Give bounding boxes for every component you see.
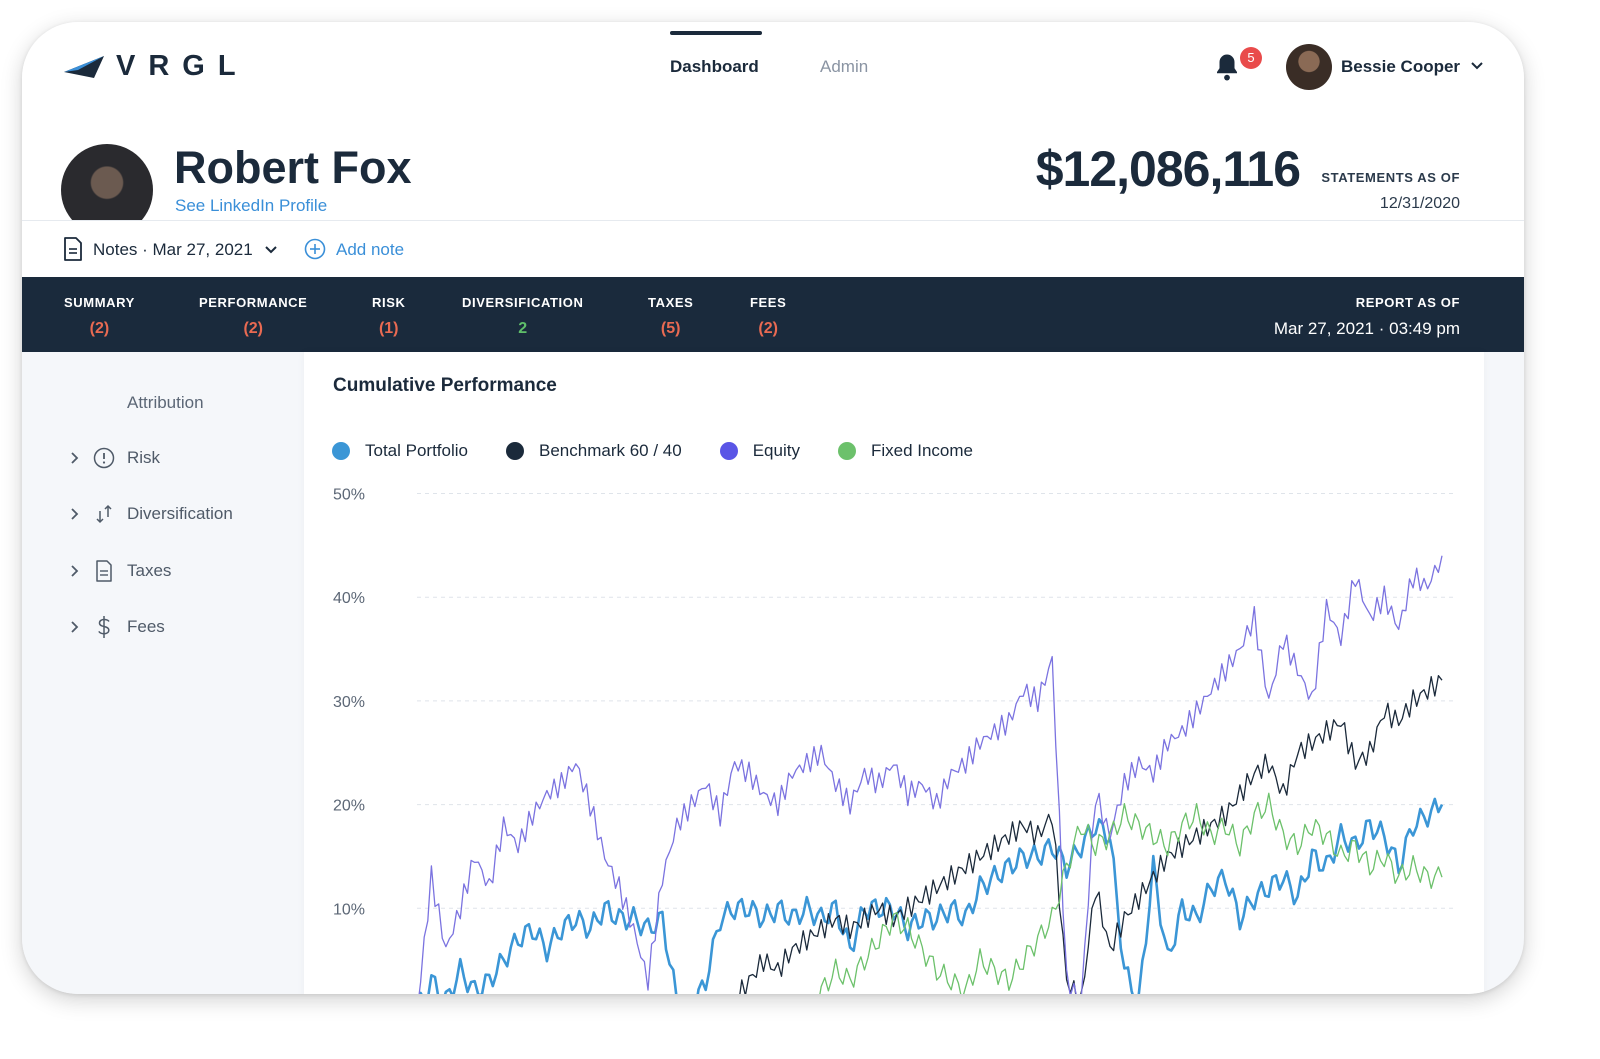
tab-diversification-title: DIVERSIFICATION: [462, 295, 584, 310]
chart-legend: Total Portfolio Benchmark 60 / 40 Equity…: [332, 441, 1011, 461]
legend-dot: [332, 442, 350, 460]
legend-item-equity[interactable]: Equity: [719, 441, 800, 461]
tab-diversification-count: 2: [518, 320, 528, 337]
sidebar-item-label: Diversification: [127, 504, 233, 523]
report-category-bar: SUMMARY (2) PERFORMANCE (2) RISK (1) DIV…: [22, 277, 1524, 352]
chevron-right-icon: [71, 452, 79, 464]
notes-dropdown[interactable]: Notes · Mar 27, 2021: [93, 240, 253, 259]
paper-plane-logo-icon: [64, 55, 104, 78]
tab-fees-title: FEES: [750, 295, 787, 310]
bell-icon[interactable]: [1212, 52, 1242, 82]
y-tick-label: 20%: [333, 798, 365, 815]
plus-circle-icon[interactable]: [304, 238, 326, 260]
legend-label: Fixed Income: [870, 441, 973, 460]
sidebar-item-fees[interactable]: Fees: [68, 612, 165, 642]
tab-fees-count: (2): [758, 320, 778, 337]
notification-badge: 5: [1240, 47, 1262, 69]
legend-item-total-portfolio[interactable]: Total Portfolio: [332, 441, 468, 461]
legend-label: Total Portfolio: [365, 441, 468, 460]
chevron-right-icon: [71, 565, 79, 577]
series-line-fixed-income: [819, 792, 1443, 994]
arrows-up-down-icon: [96, 504, 112, 524]
dollar-icon: [98, 616, 110, 638]
chart-title: Cumulative Performance: [333, 375, 557, 396]
sidebar-item-risk[interactable]: Risk: [68, 443, 160, 473]
cumulative-performance-panel: Cumulative Performance Total Portfolio B…: [304, 352, 1484, 994]
top-nav: VRGL Dashboard Admin 5 Bessie Cooper: [22, 22, 1524, 101]
cumulative-performance-chart[interactable]: 50% 40% 30% 20% 10%: [304, 472, 1484, 994]
statements-label: STATEMENTS AS OF: [1321, 170, 1460, 185]
brand-name: VRGL: [116, 50, 249, 82]
tab-summary-title: SUMMARY: [64, 295, 135, 310]
tab-risk[interactable]: RISK (1): [372, 295, 405, 338]
alert-circle-icon: [93, 447, 115, 469]
tab-performance-title: PERFORMANCE: [199, 295, 308, 310]
tab-dashboard[interactable]: Dashboard: [670, 57, 759, 76]
client-header: Robert Fox See LinkedIn Profile $12,086,…: [22, 100, 1524, 220]
tab-summary[interactable]: SUMMARY (2): [64, 295, 135, 338]
document-icon: [96, 560, 112, 582]
tab-taxes-title: TAXES: [648, 295, 694, 310]
client-avatar: [61, 144, 153, 220]
y-tick-label: 30%: [333, 694, 365, 711]
app-window: VRGL Dashboard Admin 5 Bessie Cooper Rob…: [22, 22, 1524, 994]
series-line-benchmark-60-40: [739, 675, 1443, 994]
series-line-equity: [418, 555, 1443, 994]
chevron-down-icon[interactable]: [263, 242, 279, 258]
linkedin-link[interactable]: See LinkedIn Profile: [175, 196, 328, 215]
sidebar-item-label: Taxes: [127, 561, 172, 580]
sidebar-item-taxes[interactable]: Taxes: [68, 556, 171, 586]
user-name[interactable]: Bessie Cooper: [1341, 57, 1461, 76]
tab-admin[interactable]: Admin: [820, 57, 869, 76]
legend-dot: [506, 442, 524, 460]
client-name: Robert Fox: [174, 142, 412, 193]
y-tick-label: 10%: [333, 901, 365, 918]
tab-diversification[interactable]: DIVERSIFICATION 2: [462, 295, 583, 338]
active-tab-indicator: [670, 31, 762, 35]
sidebar-item-diversification[interactable]: Diversification: [68, 499, 233, 529]
tab-performance-count: (2): [243, 320, 263, 337]
legend-item-benchmark[interactable]: Benchmark 60 / 40: [506, 441, 682, 461]
chevron-down-icon[interactable]: [1469, 58, 1485, 74]
tab-taxes-count: (5): [660, 320, 681, 337]
report-date: Mar 27, 2021 · 03:49 pm: [1273, 319, 1460, 338]
tab-performance[interactable]: PERFORMANCE (2): [199, 295, 307, 338]
tab-risk-count: (1): [378, 320, 399, 337]
tab-summary-count: (2): [89, 320, 110, 337]
tab-risk-title: RISK: [372, 295, 406, 310]
portfolio-total-value: $12,086,116: [1035, 141, 1301, 197]
report-as-of-label: REPORT AS OF: [1355, 295, 1460, 310]
statements-date: 12/31/2020: [1379, 195, 1460, 212]
document-icon: [64, 237, 82, 261]
legend-item-fixed-income[interactable]: Fixed Income: [837, 441, 973, 461]
divider: [22, 220, 1524, 221]
add-note-button[interactable]: Add note: [336, 240, 405, 259]
chevron-right-icon: [71, 508, 79, 520]
attribution-sidebar: Attribution Risk Diversification Taxes F…: [22, 352, 304, 994]
notes-bar: Notes · Mar 27, 2021 Add note: [22, 221, 1524, 277]
y-tick-label: 40%: [333, 590, 365, 607]
series-line-total-portfolio: [419, 797, 1444, 994]
legend-label: Benchmark 60 / 40: [539, 441, 682, 460]
tab-fees[interactable]: FEES (2): [750, 295, 786, 338]
sidebar-item-label: Fees: [127, 617, 165, 636]
legend-dot: [837, 442, 856, 460]
y-tick-label: 50%: [333, 487, 365, 504]
brand-logo[interactable]: VRGL: [64, 50, 249, 83]
chevron-right-icon: [71, 621, 79, 633]
legend-label: Equity: [752, 441, 800, 460]
sidebar-item-label: Risk: [127, 448, 161, 467]
sidebar-header: Attribution: [127, 393, 204, 412]
legend-dot: [719, 442, 738, 460]
user-avatar[interactable]: [1286, 44, 1332, 90]
tab-taxes[interactable]: TAXES (5): [648, 295, 693, 338]
report-timestamp: REPORT AS OF Mar 27, 2021 · 03:49 pm: [1274, 295, 1460, 339]
